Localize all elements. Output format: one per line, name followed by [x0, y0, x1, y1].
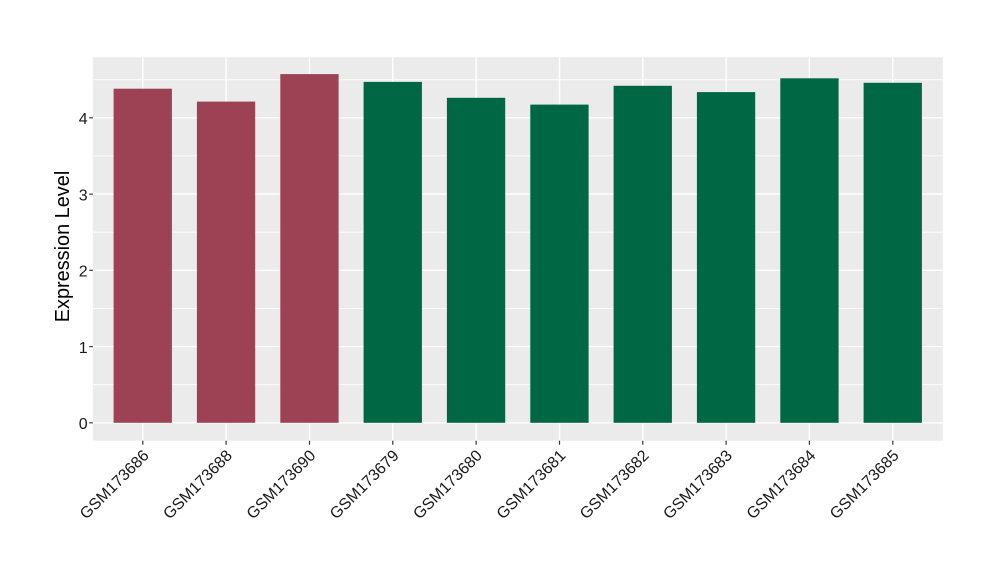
svg-text:Expression Level: Expression Level — [52, 171, 74, 322]
svg-text:0: 0 — [79, 416, 88, 433]
svg-text:4: 4 — [79, 111, 88, 128]
svg-text:2: 2 — [79, 264, 88, 281]
svg-text:3: 3 — [79, 187, 88, 204]
svg-text:1: 1 — [79, 340, 88, 357]
